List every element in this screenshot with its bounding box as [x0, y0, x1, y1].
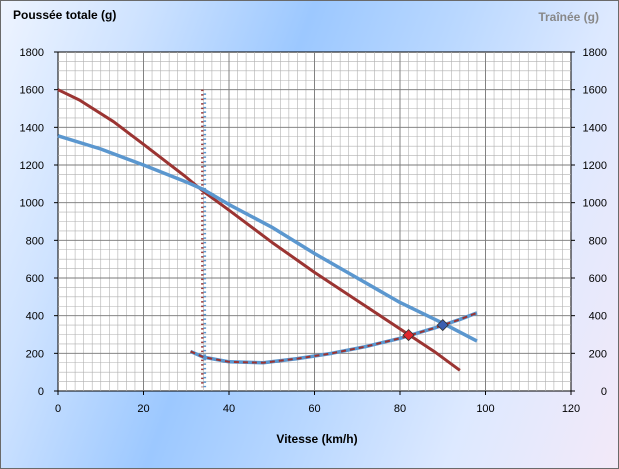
y-tick-label-right: 1200	[583, 160, 607, 172]
y-tick-label-left: 0	[38, 386, 44, 398]
y-tick-label-right: 1000	[583, 198, 607, 210]
series-line-red	[57, 88, 461, 372]
y-tick-label-right: 1400	[583, 122, 607, 134]
y-tick-label-left: 1000	[20, 198, 44, 210]
x-tick-label: 60	[308, 403, 320, 415]
series-line-drag-red-dash	[190, 311, 478, 364]
y-tick-label-left: 1400	[20, 122, 44, 134]
x-tick-label: 120	[562, 403, 580, 415]
y-tick-label-right: 1800	[583, 47, 607, 59]
y-ticks-left: 0 200 400 600 800 1000 1200 1400 1600 1800	[20, 47, 58, 398]
x-ticks: 0 20 40 60 80 100 120	[55, 391, 580, 415]
y-tick-label-right: 600	[589, 273, 607, 285]
y-tick-label-left: 200	[26, 348, 44, 360]
x-tick-label: 20	[137, 403, 149, 415]
series-line-blue	[57, 134, 478, 343]
x-tick-label: 100	[476, 403, 494, 415]
x-tick-label: 40	[223, 403, 235, 415]
y-tick-label-left: 400	[26, 311, 44, 323]
y-tick-label-left: 800	[26, 235, 44, 247]
y-tick-label-left: 1800	[20, 47, 44, 59]
y-axis-label-right: Traînée (g)	[538, 10, 599, 24]
y-tick-label-right: 800	[589, 235, 607, 247]
marker-red-diamond	[402, 328, 415, 342]
y-tick-label-left: 1200	[20, 160, 44, 172]
y-tick-label-right: 0	[601, 386, 607, 398]
y-tick-label-right: 200	[589, 348, 607, 360]
y-tick-label-left: 600	[26, 273, 44, 285]
y-ticks-right: 0 200 400 600 800 1000 1200 1400 1600 1800	[571, 47, 607, 398]
x-axis-label: Vitesse (km/h)	[276, 432, 357, 446]
marker-blue-diamond	[436, 319, 449, 332]
y-tick-label-right: 400	[589, 311, 607, 323]
marker-layer	[402, 319, 449, 342]
y-axis-label-left: Poussée totale (g)	[13, 8, 116, 22]
x-tick-label: 80	[394, 403, 406, 415]
x-tick-label: 0	[55, 403, 61, 415]
y-tick-label-left: 1600	[20, 85, 44, 97]
y-tick-label-right: 1600	[583, 85, 607, 97]
